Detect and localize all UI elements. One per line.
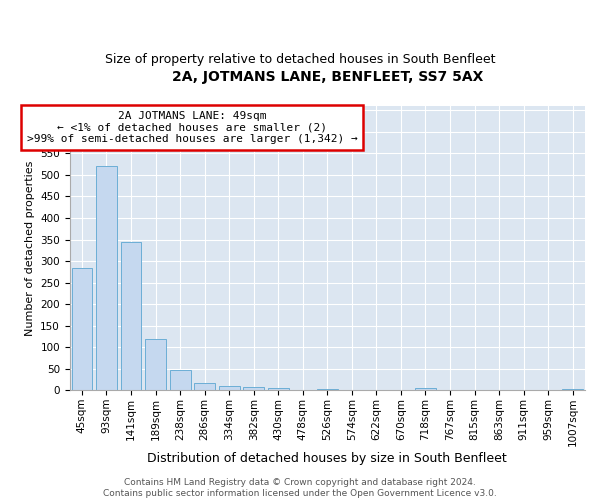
- Title: 2A, JOTMANS LANE, BENFLEET, SS7 5AX: 2A, JOTMANS LANE, BENFLEET, SS7 5AX: [172, 70, 483, 84]
- Bar: [194, 384, 215, 390]
- X-axis label: Distribution of detached houses by size in South Benfleet: Distribution of detached houses by size …: [148, 452, 507, 465]
- Bar: [243, 387, 264, 390]
- Text: 2A JOTMANS LANE: 49sqm
← <1% of detached houses are smaller (2)
>99% of semi-det: 2A JOTMANS LANE: 49sqm ← <1% of detached…: [27, 111, 358, 144]
- Bar: [121, 242, 142, 390]
- Bar: [415, 388, 436, 390]
- Bar: [317, 388, 338, 390]
- Bar: [96, 166, 117, 390]
- Y-axis label: Number of detached properties: Number of detached properties: [25, 160, 35, 336]
- Bar: [562, 388, 583, 390]
- Text: Size of property relative to detached houses in South Benfleet: Size of property relative to detached ho…: [105, 52, 495, 66]
- Bar: [268, 388, 289, 390]
- Bar: [145, 338, 166, 390]
- Bar: [219, 386, 239, 390]
- Text: Contains HM Land Registry data © Crown copyright and database right 2024.
Contai: Contains HM Land Registry data © Crown c…: [103, 478, 497, 498]
- Bar: [71, 268, 92, 390]
- Bar: [170, 370, 191, 390]
